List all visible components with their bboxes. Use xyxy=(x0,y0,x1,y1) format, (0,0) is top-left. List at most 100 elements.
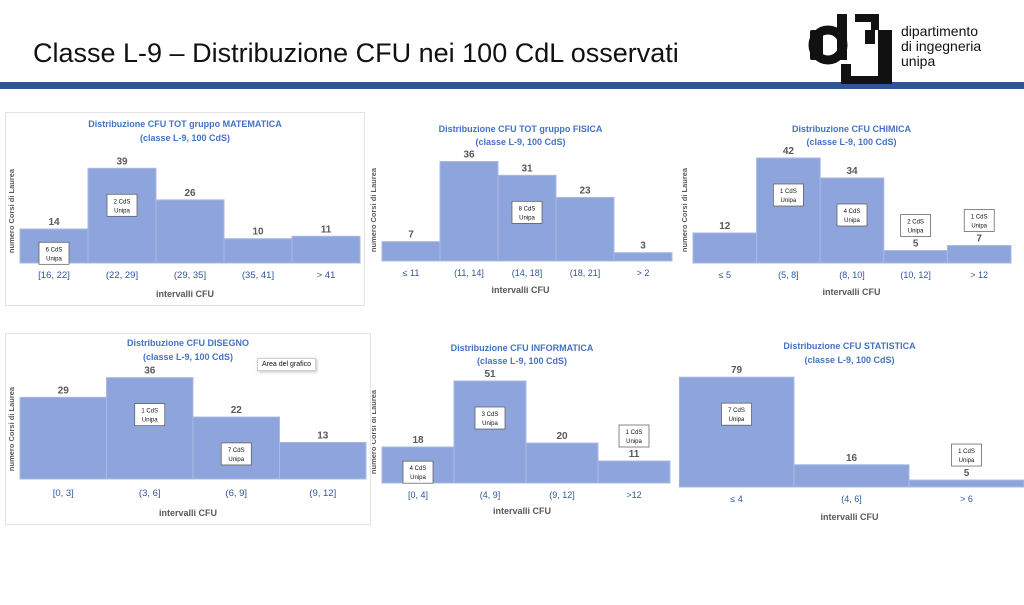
logo-line: di ingegneria xyxy=(901,38,982,54)
x-tick-label: >12 xyxy=(626,490,641,500)
unipa-annotation: 1 CdS Unipa xyxy=(963,209,995,232)
unipa-annotation: 2 CdS Unipa xyxy=(900,214,931,237)
annotation-box xyxy=(106,193,138,217)
annotation-box xyxy=(773,183,804,207)
annotation-line: 1 CdS xyxy=(626,430,643,436)
x-axis-label: intervalli CFU xyxy=(822,287,880,297)
bar xyxy=(908,479,1024,488)
x-tick-label: (11, 14] xyxy=(454,268,484,278)
annotation-line: Unipa xyxy=(482,421,498,427)
x-tick-label: (9, 12] xyxy=(309,488,336,499)
annotation-line: Unipa xyxy=(410,475,426,481)
bar xyxy=(291,235,361,264)
x-tick-label: (10, 12] xyxy=(900,270,931,280)
chart-title: Distribuzione CFU INFORMATICA xyxy=(451,343,594,353)
bar xyxy=(793,464,910,488)
x-tick-label: (29, 35] xyxy=(174,270,206,281)
x-tick-label: [0, 3] xyxy=(53,488,74,499)
unipa-annotation: 3 CdS Unipa xyxy=(474,406,506,430)
x-tick-label: (9, 12] xyxy=(549,490,575,500)
chart-area-tooltip: Area del grafico xyxy=(257,358,317,371)
bar xyxy=(106,377,194,480)
x-axis-label: intervalli CFU xyxy=(159,508,217,518)
annotation-line: 1 CdS xyxy=(141,409,158,415)
chart-informatica[interactable]: Distribuzione CFU INFORMATICA (classe L-9… xyxy=(372,337,672,523)
annotation-box xyxy=(721,402,752,426)
annotation-box xyxy=(38,241,70,265)
dipartimento-logo-mark-icon xyxy=(808,14,892,84)
annotation-line: 7 CdS xyxy=(228,448,245,454)
x-tick-label: (4, 6] xyxy=(841,494,862,504)
unipa-annotation: 1 CdS Unipa xyxy=(618,424,650,448)
bar-value-label: 7 xyxy=(408,230,414,241)
chart-subtitle: (classe L-9, 100 CdS) xyxy=(475,137,565,147)
annotation-line: 1 CdS xyxy=(958,449,975,455)
x-tick-label: > 41 xyxy=(317,270,336,281)
x-tick-label: ≤ 11 xyxy=(403,268,420,278)
bar-value-label: 16 xyxy=(846,453,858,464)
bar xyxy=(679,376,795,488)
chart-subtitle: (classe L-9, 100 CdS) xyxy=(140,133,230,143)
chart-title: Distribuzione CFU DISEGNO xyxy=(127,338,249,348)
bar xyxy=(946,245,1012,264)
unipa-annotation: 4 CdS Unipa xyxy=(402,460,434,484)
unipa-annotation: 8 CdS Unipa xyxy=(511,200,543,224)
chart-subtitle: (classe L-9, 100 CdS) xyxy=(804,355,894,365)
chart-title: Distribuzione CFU CHIMICA xyxy=(792,124,911,134)
annotation-box xyxy=(836,203,868,227)
unipa-annotation: 7 CdS Unipa xyxy=(220,442,252,466)
annotation-line: Unipa xyxy=(781,198,797,204)
bar-value-label: 36 xyxy=(463,150,475,161)
annotation-box xyxy=(134,403,166,426)
annotation-line: Unipa xyxy=(971,224,987,230)
unipa-annotation: 7 CdS Unipa xyxy=(721,402,752,426)
annotation-box xyxy=(618,424,650,448)
bar-value-label: 3 xyxy=(640,241,646,252)
chart-matematica[interactable]: Distribuzione CFU TOT gruppo MATEMATICA (… xyxy=(5,112,365,306)
chart-fisica[interactable]: Distribuzione CFU TOT gruppo FISICA (clas… xyxy=(368,118,673,300)
bar-value-label: 5 xyxy=(964,468,970,479)
x-tick-label: > 12 xyxy=(970,270,988,280)
bar-value-label: 12 xyxy=(719,221,731,232)
annotation-box xyxy=(474,406,506,430)
annotation-line: 3 CdS xyxy=(482,412,499,418)
annotation-line: 1 CdS xyxy=(971,215,988,221)
bar xyxy=(756,157,821,264)
bar xyxy=(381,241,441,262)
x-tick-label: [16, 22] xyxy=(38,270,70,281)
annotation-line: 2 CdS xyxy=(114,199,131,205)
annotation-line: Unipa xyxy=(729,417,745,423)
bar xyxy=(453,380,527,484)
bar xyxy=(525,442,599,484)
unipa-annotation: 4 CdS Unipa xyxy=(836,203,868,227)
bar-value-label: 14 xyxy=(48,217,60,228)
x-tick-label: (3, 6] xyxy=(139,488,161,499)
header-divider xyxy=(0,82,1024,89)
x-axis-label: intervalli CFU xyxy=(493,506,551,516)
bar-value-label: 10 xyxy=(252,227,264,238)
y-axis-label: numero Corsi di Laurea xyxy=(7,386,16,471)
annotation-line: Unipa xyxy=(228,457,244,463)
annotation-line: 6 CdS xyxy=(46,247,63,253)
x-tick-label: (5, 8] xyxy=(778,270,799,280)
chart-title: Distribuzione CFU TOT gruppo FISICA xyxy=(439,124,603,134)
x-tick-label: (14, 18] xyxy=(512,268,543,278)
bar xyxy=(819,177,885,264)
x-axis-label: intervalli CFU xyxy=(156,289,214,299)
x-tick-label: > 2 xyxy=(637,268,650,278)
chart-title: Distribuzione CFU STATISTICA xyxy=(783,341,916,351)
annotation-box xyxy=(402,460,434,484)
chart-statistica[interactable]: Distribuzione CFU STATISTICA (classe L-9,… xyxy=(679,337,1024,527)
bar-value-label: 42 xyxy=(783,146,795,157)
annotation-box xyxy=(220,442,252,466)
bar xyxy=(555,196,615,262)
unipa-annotation: 6 CdS Unipa xyxy=(38,241,70,265)
slide-title: Classe L-9 – Distribuzione CFU nei 100 C… xyxy=(33,38,679,68)
annotation-line: 8 CdS xyxy=(519,206,536,212)
chart-chimica[interactable]: Distribuzione CFU CHIMICA (classe L-9, 10… xyxy=(679,118,1024,300)
bar-value-label: 5 xyxy=(913,239,919,250)
x-tick-label: (8, 10] xyxy=(839,270,865,280)
bar xyxy=(223,238,293,264)
chart-disegno[interactable]: Distribuzione CFU DISEGNO (classe L-9, 10… xyxy=(5,333,371,525)
bar-value-label: 51 xyxy=(484,369,496,380)
